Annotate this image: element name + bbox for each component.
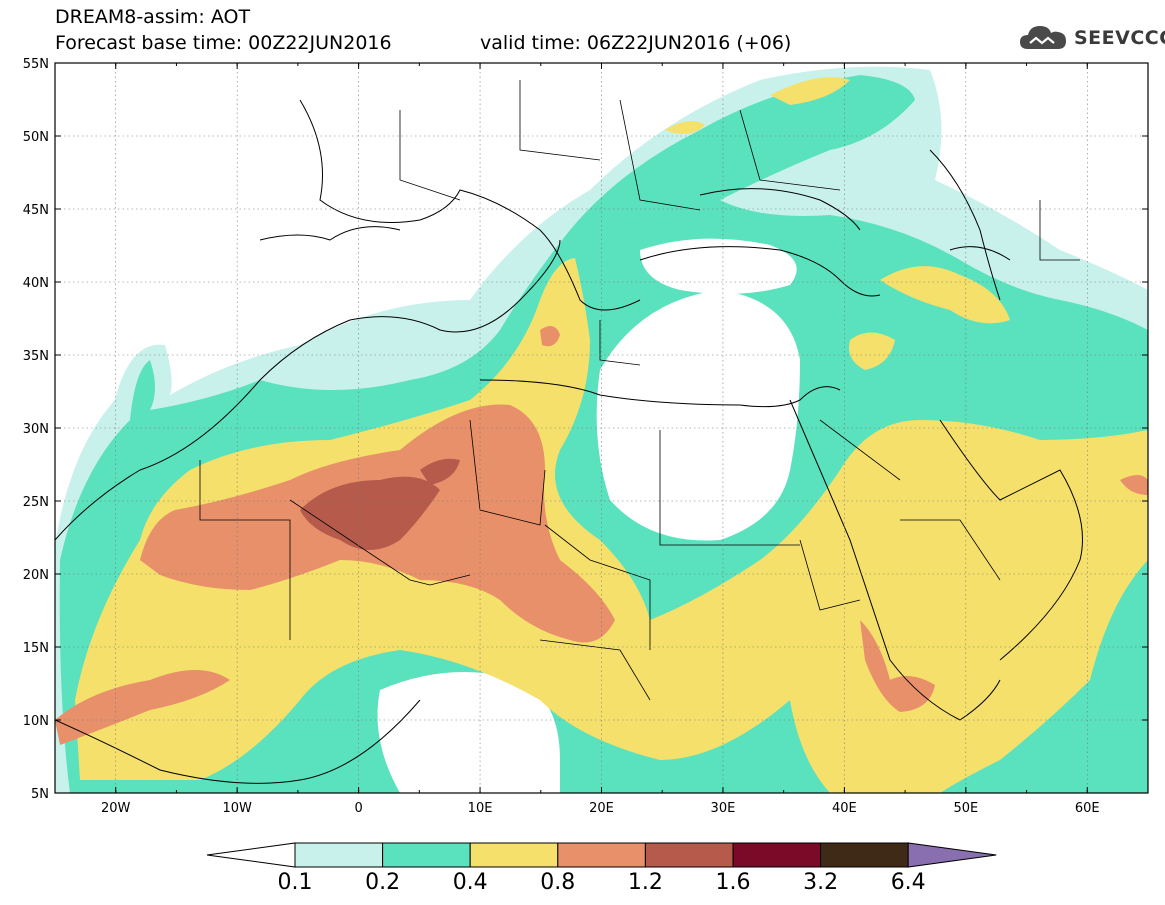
lat-tick-label: 10N	[23, 714, 49, 729]
lat-tick-label: 5N	[31, 787, 49, 802]
logo-text: SEEVCCC	[1074, 27, 1165, 49]
lon-tick-label: 30E	[711, 801, 736, 816]
aot-band-1-2-b	[420, 458, 460, 485]
colorbar-swatch	[820, 842, 909, 868]
aot-band-0-8-morocco	[540, 326, 560, 347]
colorbar-level-label: 3.2	[803, 870, 839, 895]
coastlines	[55, 99, 1083, 784]
aot-band-0-4-iraq	[849, 332, 895, 370]
lon-tick-label: 10E	[468, 801, 493, 816]
latitude-labels: 55N 50N 45N 40N 35N 30N 25N 20N 15N 10N 5N	[23, 57, 1148, 802]
graticule	[55, 63, 1148, 793]
lat-tick-label: 35N	[23, 349, 49, 364]
colorbar-swatch	[644, 842, 734, 868]
colorbar-level-label: 0.4	[452, 870, 488, 895]
aot-band-0-4-north2	[665, 121, 705, 134]
colorbar-level-label: 0.8	[540, 870, 576, 895]
colorbar-swatch	[557, 842, 646, 868]
aot-band-1-2	[300, 476, 440, 550]
cloud-icon	[1020, 26, 1066, 49]
lon-tick-label: 20E	[589, 801, 614, 816]
lon-tick-label: 50E	[953, 801, 978, 816]
colorbar-swatch	[294, 842, 384, 868]
aot-band-0-4-north	[770, 77, 850, 105]
colorbar-level-label: 0.1	[277, 870, 313, 895]
aot-band-0-8-westcoast	[55, 670, 230, 745]
valid-time: valid time: 06Z22JUN2016 (+06)	[480, 32, 792, 54]
lat-tick-label: 25N	[23, 495, 49, 510]
aot-band-0-8-gulf	[1120, 475, 1148, 495]
country-borders	[199, 80, 1080, 701]
clear-region-turkey	[640, 238, 797, 294]
aot-band-0-4-caspian	[880, 266, 1010, 324]
colorbar-level-label: 1.6	[715, 870, 751, 895]
lat-tick-label: 30N	[23, 422, 49, 437]
map-title: DREAM8-assim: AOT	[55, 6, 251, 28]
colorbar-swatch	[382, 842, 471, 868]
lon-tick-label: 0	[354, 801, 362, 816]
lat-tick-label: 15N	[23, 641, 49, 656]
lon-tick-label: 20W	[101, 801, 131, 816]
lat-tick-label: 20N	[23, 568, 49, 583]
lat-tick-label: 55N	[23, 57, 49, 72]
forecast-base-time: Forecast base time: 00Z22JUN2016	[55, 32, 392, 54]
lon-tick-label: 10W	[222, 801, 252, 816]
colorbar-swatch	[732, 842, 822, 868]
seevccc-logo: SEEVCCC	[1018, 22, 1165, 54]
colorbar-level-label: 0.2	[365, 870, 401, 895]
colorbar-under-arrow	[206, 842, 296, 868]
lat-tick-label: 50N	[23, 130, 49, 145]
clear-region-central-africa	[377, 672, 560, 793]
colorbar-swatch	[469, 842, 559, 868]
colorbar-over-arrow	[907, 842, 997, 868]
lat-tick-label: 40N	[23, 276, 49, 291]
clear-region-egypt	[596, 290, 800, 541]
longitude-labels: 20W 10W 0 10E 20E 30E 40E 50E 60E	[54, 63, 1149, 816]
colorbar-level-label: 6.4	[890, 870, 926, 895]
lat-tick-label: 45N	[23, 203, 49, 218]
colorbar	[206, 842, 997, 868]
colorbar-level-label: 1.2	[627, 870, 663, 895]
lon-tick-label: 40E	[832, 801, 857, 816]
lon-tick-label: 60E	[1075, 801, 1100, 816]
